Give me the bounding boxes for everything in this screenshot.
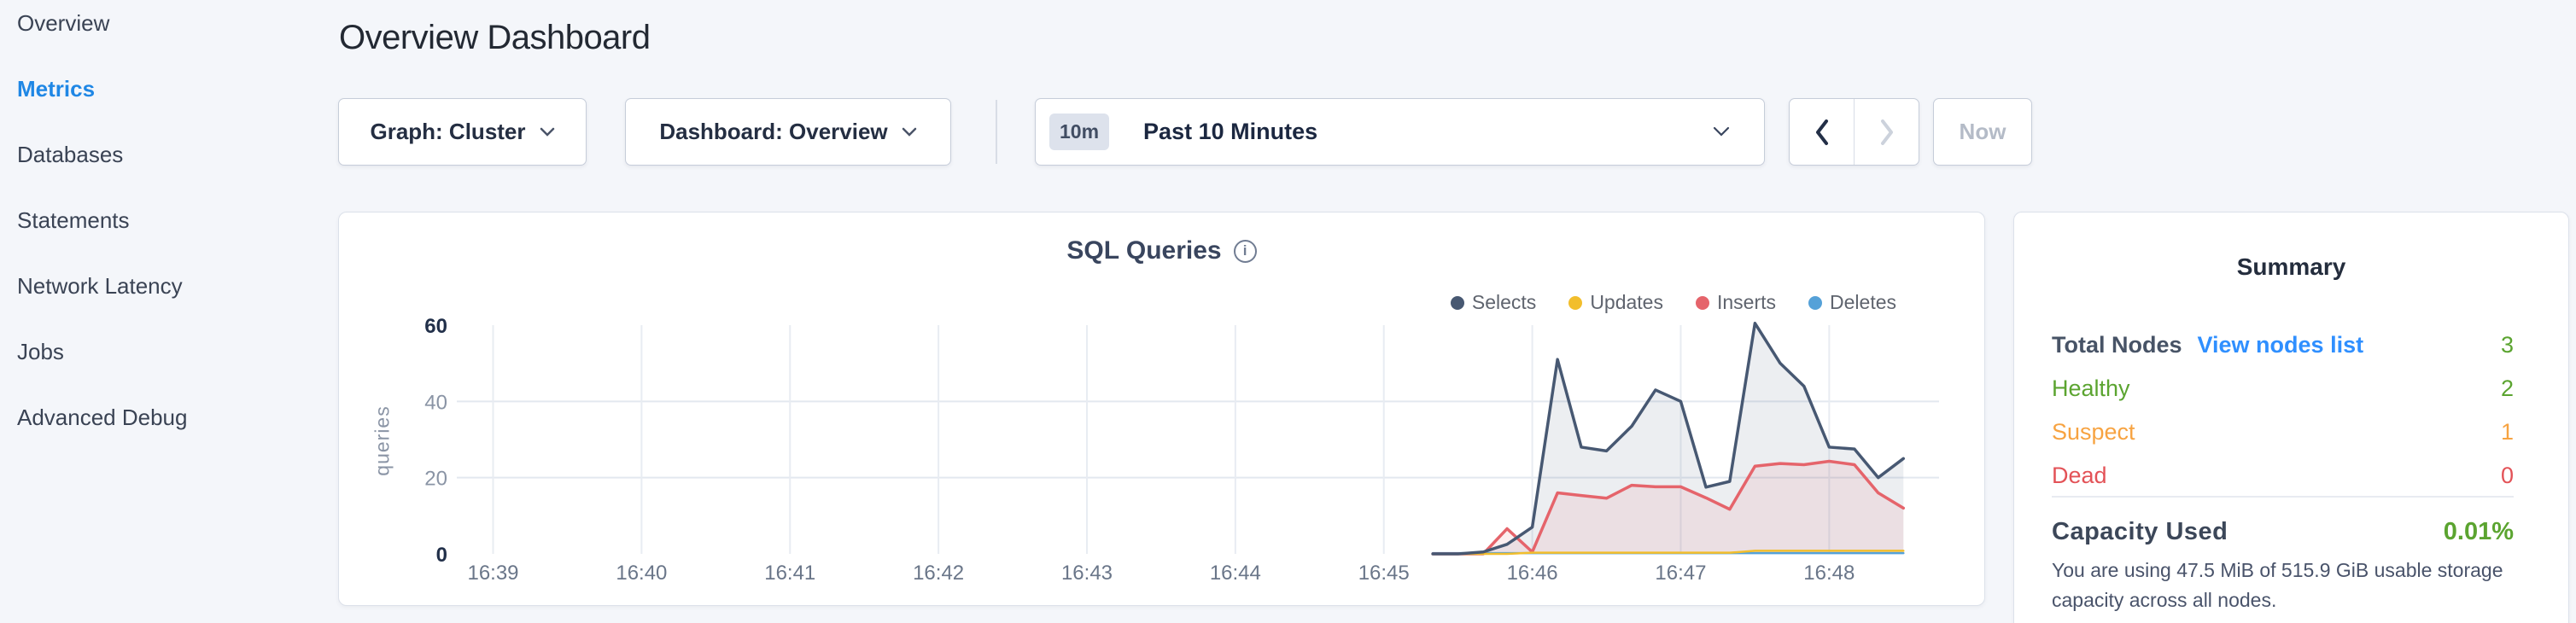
legend-item-deletes[interactable]: Deletes	[1808, 291, 1896, 314]
svg-text:20: 20	[424, 468, 447, 491]
chart-title: SQL Queries	[1066, 236, 1222, 265]
dashboard-dropdown-label: Dashboard: Overview	[659, 119, 888, 144]
svg-text:16:42: 16:42	[913, 562, 964, 585]
chevron-down-icon	[902, 127, 916, 137]
svg-text:16:43: 16:43	[1061, 562, 1113, 585]
time-window-badge: 10m	[1049, 114, 1110, 150]
sidebar-item-advanced-debug[interactable]: Advanced Debug	[17, 405, 188, 430]
summary-row-total-nodes: Total Nodes View nodes list 3	[2052, 323, 2514, 367]
time-pager	[1789, 98, 1919, 166]
svg-text:16:48: 16:48	[1803, 562, 1855, 585]
svg-text:16:41: 16:41	[764, 562, 815, 585]
legend-label: Updates	[1590, 291, 1663, 313]
capacity-description: You are using 47.5 MiB of 515.9 GiB usab…	[2052, 559, 2503, 611]
capacity-label: Capacity Used	[2052, 517, 2228, 545]
legend-item-inserts[interactable]: Inserts	[1695, 291, 1777, 314]
svg-text:60: 60	[424, 315, 447, 338]
svg-text:16:40: 16:40	[616, 562, 667, 585]
summary-row-suspect: Suspect 1	[2052, 410, 2514, 454]
sql-queries-chart-card: SQL Queries i Selects Updates Inserts De…	[338, 212, 1985, 606]
legend-label: Selects	[1471, 291, 1537, 313]
summary-rows: Total Nodes View nodes list 3 Healthy 2 …	[2052, 323, 2514, 498]
time-window-selector[interactable]: 10m Past 10 Minutes	[1035, 98, 1765, 166]
graph-dropdown[interactable]: Graph: Cluster	[338, 98, 587, 166]
sidebar: Overview Metrics Databases Statements Ne…	[0, 0, 333, 451]
row-value: 0	[2500, 463, 2514, 488]
row-value: 1	[2500, 419, 2514, 445]
chevron-right-icon	[1880, 119, 1893, 145]
legend-dot	[1695, 295, 1709, 310]
legend-dot	[1808, 295, 1823, 310]
sidebar-item-databases[interactable]: Databases	[17, 142, 124, 167]
summary-divider	[2052, 496, 2514, 498]
chart-legend: Selects Updates Inserts Deletes	[1450, 291, 1896, 314]
svg-text:40: 40	[424, 391, 447, 414]
forward-button[interactable]	[1854, 99, 1919, 165]
graph-dropdown-label: Graph: Cluster	[370, 119, 526, 144]
summary-title: Summary	[2236, 253, 2346, 280]
legend-dot	[1450, 295, 1464, 310]
svg-text:16:39: 16:39	[467, 562, 518, 585]
sidebar-item-metrics[interactable]: Metrics	[17, 76, 96, 102]
view-nodes-link[interactable]: View nodes list	[2197, 332, 2364, 358]
chevron-down-icon	[1713, 126, 1730, 137]
sidebar-item-network-latency[interactable]: Network Latency	[17, 273, 183, 299]
row-value: 2	[2500, 376, 2514, 401]
svg-text:16:44: 16:44	[1210, 562, 1261, 585]
row-label: Dead	[2052, 463, 2107, 488]
capacity-value: 0.01%	[2443, 517, 2514, 545]
legend-label: Inserts	[1716, 291, 1777, 313]
legend-item-updates[interactable]: Updates	[1568, 291, 1663, 314]
svg-text:16:45: 16:45	[1358, 562, 1410, 585]
row-value: 3	[2500, 332, 2514, 358]
time-window-label: Past 10 Minutes	[1143, 119, 1318, 144]
back-button[interactable]	[1790, 99, 1854, 165]
chevron-left-icon	[1815, 119, 1828, 145]
dashboard-dropdown[interactable]: Dashboard: Overview	[625, 98, 951, 166]
sidebar-item-overview[interactable]: Overview	[17, 10, 110, 36]
svg-text:0: 0	[436, 544, 447, 567]
row-label: Total Nodes	[2052, 332, 2182, 358]
row-label: Healthy	[2052, 376, 2130, 401]
legend-label: Deletes	[1830, 291, 1896, 313]
legend-dot	[1568, 295, 1583, 310]
row-label: Suspect	[2052, 419, 2135, 445]
chevron-down-icon	[540, 127, 554, 137]
svg-text:16:47: 16:47	[1655, 562, 1706, 585]
summary-row-healthy: Healthy 2	[2052, 367, 2514, 410]
chart-plot[interactable]: 16:39 16:40 16:41 16:42 16:43 16:44 16:45 16:46…	[339, 213, 1986, 607]
sidebar-item-statements[interactable]: Statements	[17, 207, 130, 233]
page-title: Overview Dashboard	[339, 19, 651, 56]
legend-item-selects[interactable]: Selects	[1450, 291, 1537, 314]
summary-row-dead: Dead 0	[2052, 454, 2514, 498]
summary-card: Summary Total Nodes View nodes list 3 He…	[2013, 212, 2569, 623]
info-icon[interactable]: i	[1233, 239, 1257, 263]
svg-text:16:46: 16:46	[1507, 562, 1558, 585]
sidebar-item-jobs[interactable]: Jobs	[17, 339, 64, 364]
now-button[interactable]: Now	[1933, 98, 2032, 166]
controls-divider	[996, 100, 997, 164]
